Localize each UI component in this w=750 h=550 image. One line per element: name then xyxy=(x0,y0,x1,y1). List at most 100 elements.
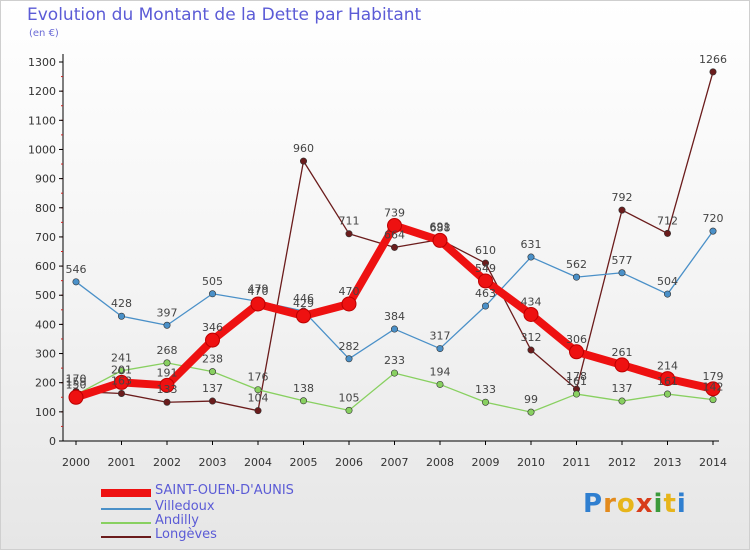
x-tick-label: 2006 xyxy=(335,456,363,469)
y-tick-label: 0 xyxy=(49,435,56,448)
y-tick-label: 1200 xyxy=(28,85,56,98)
data-label: 546 xyxy=(66,263,87,276)
data-label: 161 xyxy=(657,375,678,388)
data-label: 201 xyxy=(111,363,132,376)
y-tick-label: 1100 xyxy=(28,114,56,127)
legend-label: Villedoux xyxy=(155,499,215,514)
data-point xyxy=(523,306,539,322)
y-tick-label: 1300 xyxy=(28,56,56,69)
data-label: 711 xyxy=(339,215,360,228)
x-tick-label: 2007 xyxy=(381,456,409,469)
data-label: 739 xyxy=(384,207,405,220)
legend-label: Andilly xyxy=(155,513,199,528)
data-label: 346 xyxy=(202,321,223,334)
data-label: 610 xyxy=(475,244,496,257)
x-tick-label: 2004 xyxy=(244,456,272,469)
data-point xyxy=(481,259,489,267)
data-point xyxy=(163,359,171,367)
x-tick-label: 2011 xyxy=(563,456,591,469)
y-tick-label: 100 xyxy=(35,406,56,419)
data-label: 429 xyxy=(293,297,314,310)
data-point xyxy=(254,386,262,394)
data-point xyxy=(569,344,584,360)
data-label: 178 xyxy=(566,370,587,383)
data-point xyxy=(345,406,353,414)
data-label: 792 xyxy=(612,191,633,204)
data-label: 179 xyxy=(703,370,724,383)
data-label: 446 xyxy=(293,292,314,305)
data-label: 99 xyxy=(524,393,538,406)
data-point xyxy=(209,290,217,298)
data-point xyxy=(205,332,220,348)
data-point xyxy=(209,397,217,405)
logo-letter: x xyxy=(635,489,654,519)
proxiti-logo: Proxiti xyxy=(583,489,687,519)
chart-title: Evolution du Montant de la Dette par Hab… xyxy=(27,5,422,25)
x-tick-label: 2012 xyxy=(608,456,636,469)
y-tick-label: 400 xyxy=(35,318,56,331)
x-tick-label: 2005 xyxy=(290,456,318,469)
data-label: 463 xyxy=(475,287,496,300)
data-point xyxy=(341,296,357,312)
data-point xyxy=(614,357,630,373)
data-label: 137 xyxy=(202,382,223,395)
data-point xyxy=(390,243,398,251)
data-point xyxy=(618,397,626,405)
data-point xyxy=(709,396,717,404)
y-tick-label: 600 xyxy=(35,260,56,273)
data-label: 504 xyxy=(657,275,678,288)
data-point xyxy=(618,269,626,277)
data-point xyxy=(387,218,402,234)
logo-letter: o xyxy=(616,489,636,519)
data-label: 470 xyxy=(339,285,360,298)
data-point xyxy=(432,232,448,248)
data-label: 479 xyxy=(248,282,269,295)
data-label: 161 xyxy=(566,375,587,388)
legend-swatch xyxy=(101,489,151,497)
legend-swatch xyxy=(101,536,151,538)
data-label: 105 xyxy=(339,391,360,404)
data-point xyxy=(663,229,671,237)
data-label: 549 xyxy=(475,262,496,275)
data-point xyxy=(250,296,266,312)
legend-swatch xyxy=(101,508,151,510)
y-tick-label: 200 xyxy=(35,377,56,390)
data-point xyxy=(299,397,307,405)
data-label: 960 xyxy=(293,142,314,155)
data-label: 562 xyxy=(566,258,587,271)
data-label: 691 xyxy=(430,221,451,234)
x-tick-label: 2008 xyxy=(426,456,454,469)
logo-letter: i xyxy=(676,489,687,519)
data-label: 428 xyxy=(111,297,132,310)
data-label: 720 xyxy=(703,212,724,225)
data-label: 133 xyxy=(157,383,178,396)
y-tick-label: 1000 xyxy=(28,143,56,156)
data-label: 282 xyxy=(339,340,360,353)
data-point xyxy=(345,355,353,363)
data-label: 138 xyxy=(293,382,314,395)
y-tick-label: 500 xyxy=(35,289,56,302)
data-point xyxy=(209,368,217,376)
x-tick-label: 2000 xyxy=(62,456,90,469)
data-point xyxy=(481,302,489,310)
data-label: 194 xyxy=(430,365,451,378)
data-label: 150 xyxy=(66,378,87,391)
x-tick-label: 2003 xyxy=(199,456,227,469)
x-tick-label: 2002 xyxy=(153,456,181,469)
data-point xyxy=(159,377,175,393)
y-tick-label: 700 xyxy=(35,231,56,244)
data-point xyxy=(660,371,675,387)
data-label: 137 xyxy=(612,382,633,395)
data-point xyxy=(118,389,126,397)
data-label: 577 xyxy=(612,254,633,267)
data-label: 1266 xyxy=(699,53,727,66)
data-point xyxy=(390,325,398,333)
x-tick-label: 2009 xyxy=(472,456,500,469)
data-label: 306 xyxy=(566,333,587,346)
data-label: 176 xyxy=(248,371,269,384)
data-point xyxy=(527,253,535,261)
data-point xyxy=(163,321,171,329)
data-point xyxy=(114,374,129,390)
